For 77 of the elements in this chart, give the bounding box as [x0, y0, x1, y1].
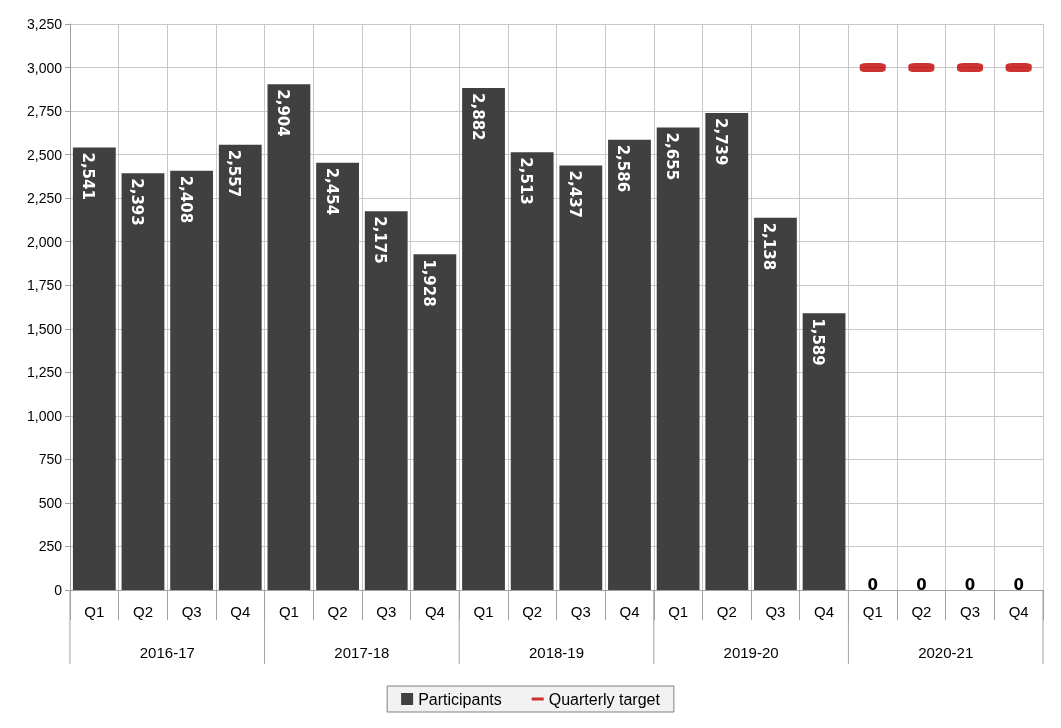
x-tick-label: Q2	[327, 603, 348, 620]
bar	[267, 84, 311, 590]
x-tick-label: Q4	[619, 603, 640, 620]
data-label: 2,904	[273, 89, 292, 137]
data-label: 2,437	[565, 170, 584, 219]
y-tick-label: 750	[38, 451, 63, 468]
data-label: 2,557	[225, 149, 244, 198]
y-tick-label: 1,500	[26, 320, 63, 337]
data-label: 1,589	[809, 318, 828, 366]
bar	[218, 144, 262, 590]
x-tick-label: Q1	[473, 603, 494, 620]
y-tick-label: 0	[54, 582, 63, 598]
bar	[72, 147, 116, 590]
bar	[364, 211, 408, 590]
x-tick-label: Q1	[84, 603, 105, 620]
x-tick-label: Q4	[814, 603, 835, 620]
y-tick-label: 2,750	[26, 103, 63, 120]
x-tick-label: Q2	[522, 603, 543, 620]
data-label: 2,408	[176, 175, 195, 224]
data-label: 2,393	[127, 178, 146, 226]
data-label: 2,138	[760, 222, 779, 271]
data-label: 0	[964, 576, 976, 594]
y-tick-label: 250	[38, 538, 63, 555]
x-tick-label: Q3	[570, 603, 591, 620]
text: 2017-18	[334, 643, 390, 661]
bar	[462, 88, 505, 590]
x-tick-label: Q3	[765, 603, 786, 620]
data-label: 2,541	[79, 152, 98, 200]
data-label: 2,739	[711, 117, 730, 166]
y-tick-label: 2,000	[26, 233, 63, 250]
data-label: 2,454	[322, 167, 341, 216]
data-label: 2,586	[614, 144, 633, 193]
y-tick-label: 1,750	[26, 277, 63, 294]
x-tick-label: Q4	[424, 603, 445, 620]
text: 2016-17	[139, 643, 195, 661]
x-tick-label: Q2	[716, 603, 737, 620]
x-tick-label: Q3	[376, 603, 397, 620]
data-label: 0	[916, 576, 927, 594]
y-tick-label: 3,000	[26, 59, 63, 76]
y-tick-label: 1,250	[26, 364, 63, 381]
x-tick-label: Q4	[230, 603, 251, 620]
x-tick-label: Q4	[1008, 603, 1029, 620]
bar	[121, 173, 165, 590]
x-tick-label: Q1	[278, 603, 299, 620]
text: 2019-20	[723, 643, 779, 661]
data-label: 2,175	[371, 216, 390, 264]
text: 2018-19	[528, 643, 585, 661]
x-tick-label: Q2	[132, 603, 153, 620]
data-label: 2,882	[468, 93, 487, 141]
bar	[705, 112, 749, 590]
x-tick-label: Q3	[960, 603, 981, 620]
bar	[170, 170, 214, 590]
data-label: 2,513	[517, 157, 536, 205]
data-label: 2,655	[663, 132, 682, 181]
y-tick-label: 1,000	[26, 407, 63, 424]
bar	[656, 127, 700, 590]
bar	[510, 152, 554, 590]
bar	[608, 139, 651, 590]
bar	[316, 162, 359, 590]
data-label: 1,928	[419, 259, 438, 307]
y-tick-label: 2,250	[26, 190, 63, 207]
text: 2020-21	[918, 643, 974, 661]
data-label: 0	[1013, 576, 1024, 594]
y-tick-label: 2,500	[26, 146, 63, 163]
data-label: 0	[867, 576, 878, 594]
legend-label: Participants	[418, 690, 502, 708]
bar	[802, 313, 846, 590]
bar	[754, 217, 797, 590]
x-tick-label: Q1	[862, 603, 883, 620]
x-tick-label: Q3	[181, 603, 202, 620]
x-tick-label: Q1	[668, 603, 689, 620]
bar	[413, 254, 457, 590]
x-tick-label: Q2	[911, 603, 932, 620]
y-tick-label: 3,250	[26, 16, 63, 32]
legend-label: Quarterly target	[548, 690, 661, 708]
y-tick-label: 500	[38, 494, 63, 511]
bar	[559, 165, 603, 590]
